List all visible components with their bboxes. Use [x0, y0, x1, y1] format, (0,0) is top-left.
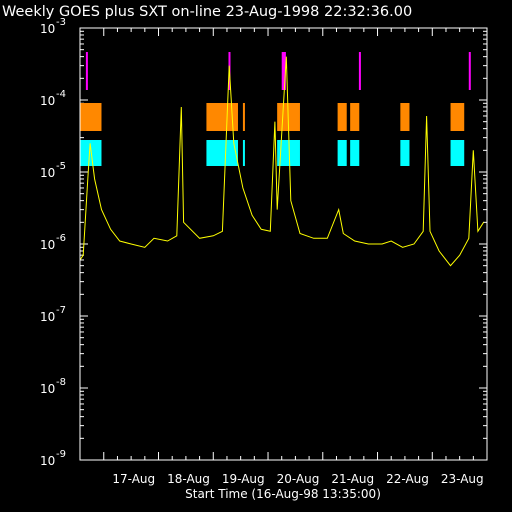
sxt-band-segment [350, 140, 360, 166]
sxt-band-segment [337, 103, 347, 131]
y-tick-exponent: -4 [56, 89, 66, 100]
y-axis-ticks: 10-910-810-710-610-510-410-3 [40, 17, 487, 468]
y-tick-exponent: -5 [56, 161, 66, 172]
sxt-bands [80, 52, 471, 166]
y-tick-base: 10 [40, 454, 55, 468]
sxt-band-segment [80, 140, 102, 166]
y-tick-base: 10 [40, 94, 55, 108]
y-tick-base: 10 [40, 22, 55, 36]
x-tick-label: 23-Aug [441, 472, 484, 486]
sxt-band-segment [358, 52, 361, 90]
sxt-band-segment [242, 140, 245, 166]
flux-line [79, 56, 485, 267]
sxt-band-segment [281, 52, 286, 90]
sxt-band-segment [468, 52, 471, 90]
y-tick-exponent: -3 [56, 17, 66, 28]
sxt-band-segment [337, 140, 347, 166]
x-tick-label: 21-Aug [331, 472, 374, 486]
sxt-band-segment [450, 103, 465, 131]
y-tick-base: 10 [40, 310, 55, 324]
sxt-band-segment [85, 52, 88, 90]
sxt-band-segment [350, 103, 360, 131]
y-tick-exponent: -6 [56, 233, 66, 244]
sxt-band-segment [277, 140, 300, 166]
sxt-band-segment [206, 140, 238, 166]
sxt-band-segment [400, 103, 410, 131]
sxt-band-segment [80, 103, 102, 131]
plot-frame [79, 27, 488, 461]
y-tick-base: 10 [40, 238, 55, 252]
y-tick-base: 10 [40, 166, 55, 180]
x-axis-ticks: 17-Aug 18-Aug 19-Aug 20-Aug 21-Aug 22-Aug 23-A… [103, 28, 484, 486]
x-tick-label: 20-Aug [277, 472, 320, 486]
y-tick-exponent: -7 [56, 305, 66, 316]
sxt-band-segment [242, 103, 245, 131]
sxt-band-segment [400, 140, 410, 166]
x-tick-label: 19-Aug [222, 472, 265, 486]
y-tick-exponent: -8 [56, 377, 66, 388]
x-tick-label: 18-Aug [167, 472, 210, 486]
sxt-band-segment [450, 140, 465, 166]
x-tick-label: 17-Aug [112, 472, 155, 486]
y-tick-exponent: -9 [56, 449, 66, 460]
flux-series [79, 56, 485, 267]
x-tick-label: 22-Aug [386, 472, 429, 486]
y-tick-base: 10 [40, 382, 55, 396]
x-axis-label: Start Time (16-Aug-98 13:35:00) [185, 487, 381, 501]
chart-title: Weekly GOES plus SXT on-line 23-Aug-1998… [2, 4, 412, 20]
